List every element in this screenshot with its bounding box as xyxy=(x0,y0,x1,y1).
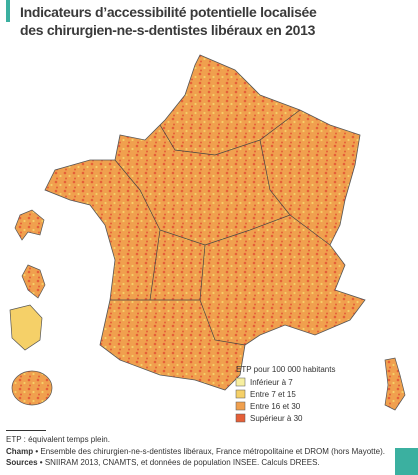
legend-title: ETP pour 100 000 habitants xyxy=(236,365,335,374)
legend-swatch xyxy=(235,401,246,411)
legend-label: Entre 16 et 30 xyxy=(250,402,301,411)
corse xyxy=(384,357,406,411)
reunion xyxy=(11,370,53,406)
legend-label: Supérieur à 30 xyxy=(250,414,303,423)
note: Sources • SNIIRAM 2013, CNAMTS, et donné… xyxy=(6,458,320,467)
note-label: Sources • xyxy=(6,458,43,467)
legend-label: Inférieur à 7 xyxy=(250,378,293,387)
note-rule xyxy=(6,430,46,431)
france xyxy=(44,54,366,391)
region-borders xyxy=(110,109,331,346)
legend-swatch xyxy=(235,377,246,387)
guadeloupe xyxy=(14,209,45,241)
legend-swatch xyxy=(235,413,246,423)
note: Champ • Ensemble des chirurgien-ne-s-den… xyxy=(6,447,385,456)
legend-label: Entre 7 et 15 xyxy=(250,390,296,399)
decor xyxy=(6,0,10,22)
legend-swatch xyxy=(235,389,246,399)
note-label: Champ • xyxy=(6,447,39,456)
title-line: Indicateurs d’accessibilité potentielle … xyxy=(20,4,317,20)
guyane xyxy=(9,304,43,351)
note: ETP : équivalent temps plein. xyxy=(6,435,110,444)
title-line: des chirurgien-ne-s-dentistes libéraux e… xyxy=(20,22,316,38)
martinique xyxy=(21,264,46,299)
note-text: SNIIRAM 2013, CNAMTS, et données de popu… xyxy=(44,458,320,467)
decor xyxy=(395,448,418,475)
note-text: Ensemble des chirurgien-ne-s-dentistes l… xyxy=(40,447,385,456)
legend: Inférieur à 7 Entre 7 et 15 Entre 16 et 30… xyxy=(235,377,303,423)
